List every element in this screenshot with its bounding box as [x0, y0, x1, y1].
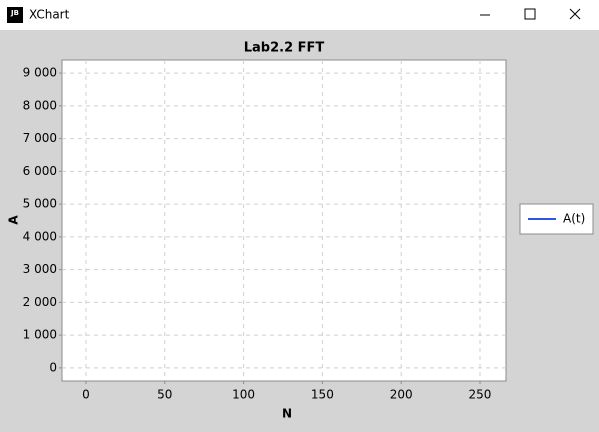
app-icon	[7, 7, 23, 23]
legend-box	[519, 203, 594, 235]
x-axis-title: N	[282, 407, 292, 421]
title-bar	[0, 0, 599, 30]
window-title: XChart	[29, 8, 70, 22]
close-button[interactable]	[569, 8, 581, 20]
y-tick-label: 2 000	[23, 295, 57, 309]
y-tick-label: 5 000	[23, 197, 57, 211]
y-tick-label: 9 000	[23, 66, 57, 80]
legend-label: A(t)	[563, 212, 585, 226]
y-tick-label: 0	[49, 360, 57, 374]
y-tick-label: 7 000	[23, 131, 57, 145]
y-tick-label: 3 000	[23, 262, 57, 276]
x-tick-label: 0	[82, 388, 90, 402]
y-tick-label: 4 000	[23, 229, 57, 243]
x-tick-label: 150	[311, 388, 334, 402]
y-axis-title: A	[7, 215, 21, 225]
x-tick-label: 250	[469, 388, 492, 402]
x-tick-label: 50	[157, 388, 172, 402]
maximize-button[interactable]	[524, 8, 536, 20]
chart-title: Lab2.2 FFT	[244, 41, 325, 56]
x-tick-label: 200	[390, 388, 413, 402]
app-icon-text: JB	[10, 9, 19, 17]
x-tick-label: 100	[232, 388, 255, 402]
y-tick-label: 1 000	[23, 328, 57, 342]
plot-area	[61, 59, 507, 382]
y-tick-label: 8 000	[23, 98, 57, 112]
y-tick-label: 6 000	[23, 164, 57, 178]
legend: A(t)	[519, 203, 594, 235]
